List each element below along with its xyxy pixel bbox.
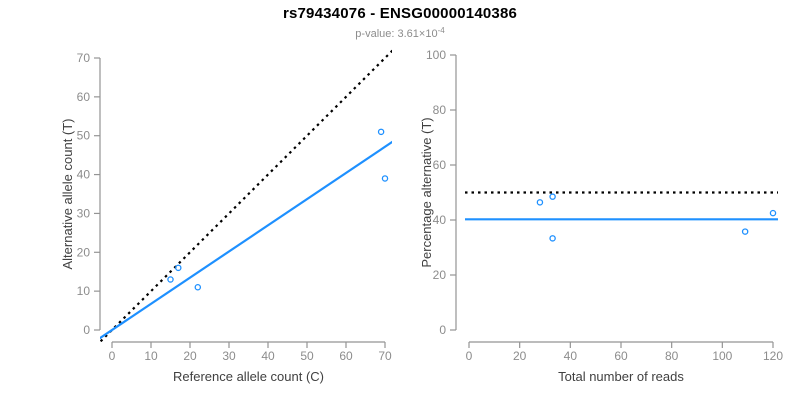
data-point bbox=[741, 228, 749, 235]
identity-line bbox=[100, 49, 392, 342]
y-tick-label: 10 bbox=[77, 284, 91, 298]
x-tick-label: 40 bbox=[564, 349, 578, 363]
x-tick-label: 60 bbox=[614, 349, 628, 363]
x-tick-label: 60 bbox=[339, 349, 353, 363]
y-tick-label: 20 bbox=[433, 268, 447, 282]
fit-line bbox=[100, 140, 392, 340]
x-tick-label: 100 bbox=[712, 349, 732, 363]
data-point bbox=[536, 199, 544, 206]
y-tick-label: 20 bbox=[77, 245, 91, 259]
x-axis-title: Total number of reads bbox=[558, 369, 684, 384]
x-tick-label: 80 bbox=[665, 349, 679, 363]
x-tick-label: 0 bbox=[466, 349, 473, 363]
pvalue-exponent: -4 bbox=[437, 26, 445, 35]
x-tick-label: 10 bbox=[144, 349, 158, 363]
data-point bbox=[194, 284, 202, 291]
data-point bbox=[377, 128, 385, 136]
y-axis: 0 10 20 30 40 50 60 70 bbox=[77, 51, 101, 337]
y-tick-label: 60 bbox=[433, 158, 447, 172]
y-tick-label: 40 bbox=[433, 213, 447, 227]
pvalue-text: p-value: 3.61×10 bbox=[355, 28, 438, 40]
x-tick-label: 50 bbox=[300, 349, 314, 363]
y-tick-label: 50 bbox=[77, 129, 91, 143]
y-tick-label: 0 bbox=[439, 323, 446, 337]
x-tick-label: 120 bbox=[763, 349, 783, 363]
y-tick-label: 70 bbox=[77, 51, 91, 65]
y-axis-title: Percentage alternative (T) bbox=[419, 117, 434, 267]
y-tick-label: 100 bbox=[426, 48, 446, 62]
x-tick-label: 0 bbox=[109, 349, 116, 363]
data-point bbox=[167, 276, 174, 283]
y-axis-title: Alternative allele count (T) bbox=[60, 118, 75, 269]
figure-subtitle: p-value: 3.61×10-4 bbox=[0, 26, 800, 40]
x-axis: 0 10 20 30 40 50 60 70 bbox=[109, 341, 392, 363]
y-tick-label: 80 bbox=[433, 103, 447, 117]
data-point bbox=[381, 175, 389, 182]
data-point bbox=[549, 193, 556, 200]
y-tick-label: 0 bbox=[83, 323, 90, 337]
figure-title: rs79434076 - ENSG00000140386 bbox=[282, 5, 518, 22]
y-tick-label: 40 bbox=[77, 168, 91, 182]
data-point bbox=[769, 209, 777, 217]
allele-count-scatter: 0 10 20 30 40 50 60 70 0 10 20 30 40 50 60 70 Reference … bbox=[60, 49, 392, 384]
y-tick-label: 60 bbox=[77, 90, 91, 104]
data-point bbox=[549, 235, 556, 242]
x-axis-title: Reference allele count (C) bbox=[173, 369, 324, 384]
x-axis: 0 20 40 60 80 100 120 bbox=[466, 341, 783, 363]
x-tick-label: 20 bbox=[513, 349, 527, 363]
y-axis: 0 20 40 60 80 100 bbox=[426, 48, 457, 337]
data-point bbox=[175, 264, 182, 272]
x-tick-label: 20 bbox=[183, 349, 197, 363]
x-tick-label: 30 bbox=[222, 349, 236, 363]
y-tick-label: 30 bbox=[77, 206, 91, 220]
x-tick-label: 40 bbox=[261, 349, 275, 363]
x-tick-label: 70 bbox=[378, 349, 392, 363]
percentage-alternative-scatter: 0 20 40 60 80 100 0 20 40 60 80 100 120 Total number … bbox=[419, 48, 783, 384]
